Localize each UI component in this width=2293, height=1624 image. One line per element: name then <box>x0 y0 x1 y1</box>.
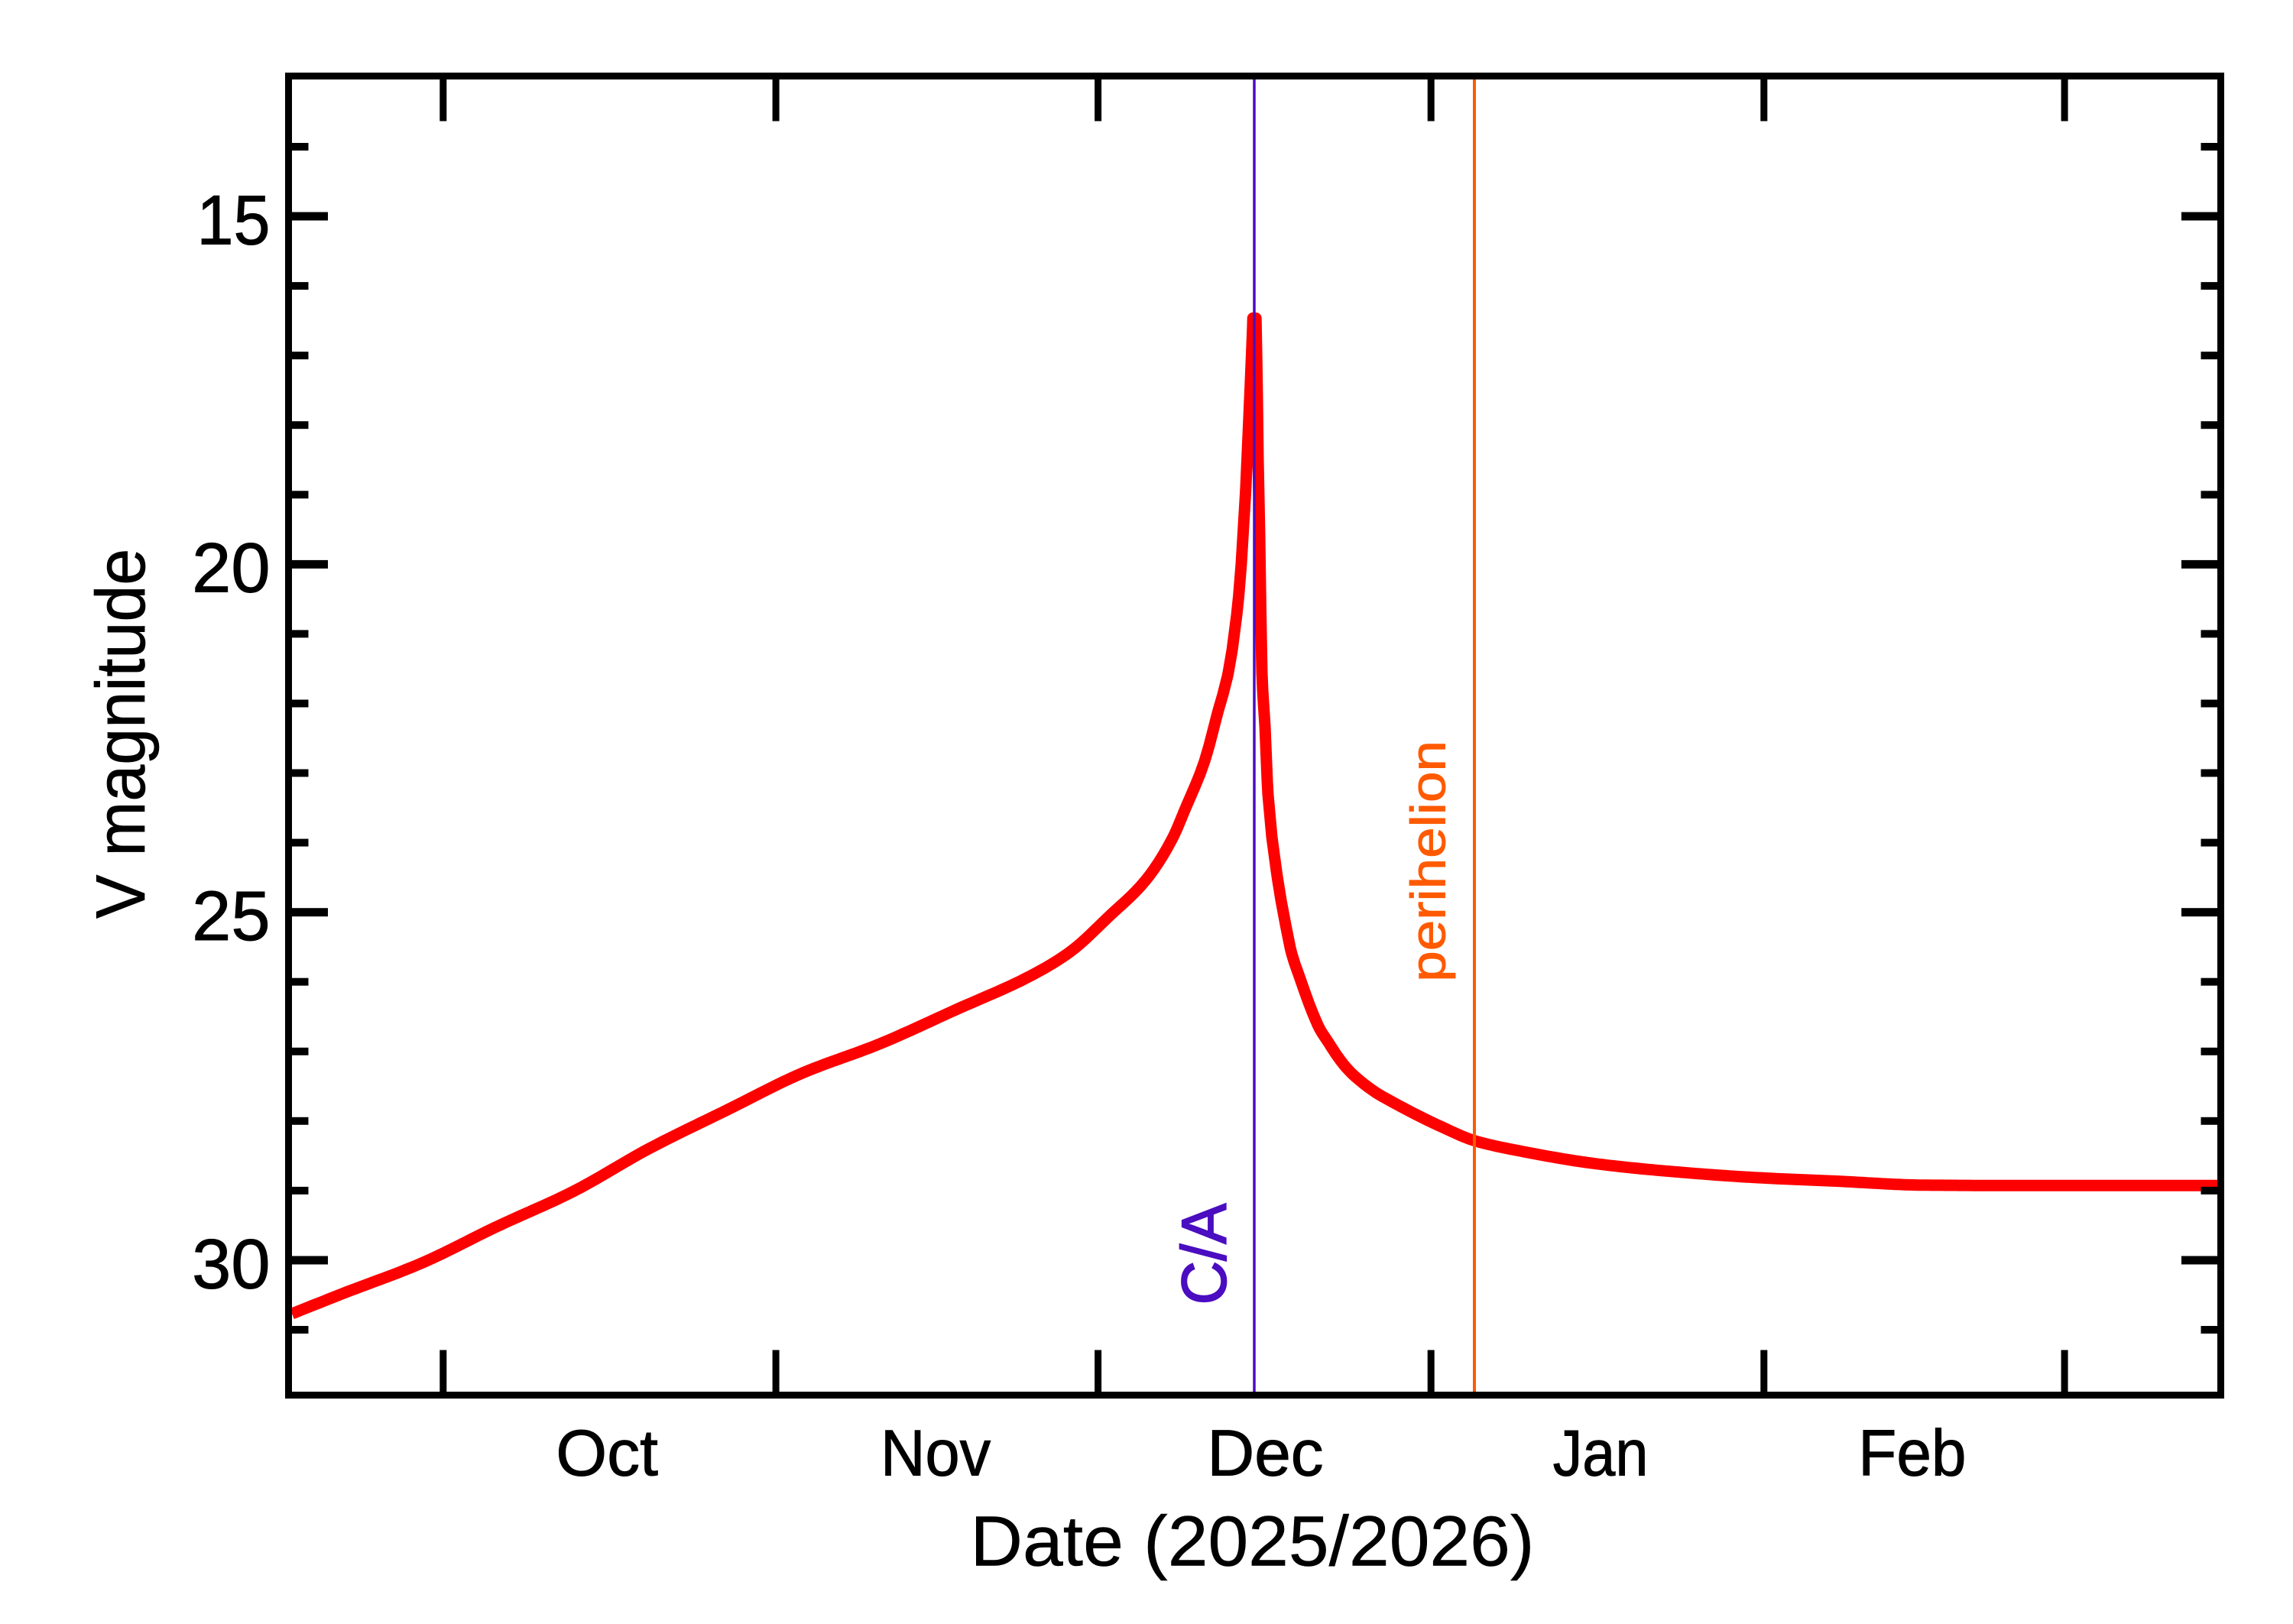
svg-text:perihelion: perihelion <box>1401 741 1456 982</box>
svg-text:Nov: Nov <box>881 1417 991 1489</box>
svg-text:V magnitude: V magnitude <box>82 549 160 919</box>
svg-text:C/A: C/A <box>1169 1203 1240 1305</box>
svg-text:Feb: Feb <box>1858 1416 1966 1489</box>
svg-text:15: 15 <box>197 180 271 259</box>
svg-text:Dec: Dec <box>1207 1418 1323 1490</box>
svg-text:30: 30 <box>192 1225 270 1303</box>
svg-text:Oct: Oct <box>556 1418 658 1490</box>
svg-text:20: 20 <box>192 530 270 608</box>
svg-text:Jan: Jan <box>1553 1417 1649 1489</box>
svg-text:Date (2025/2026): Date (2025/2026) <box>971 1501 1535 1580</box>
svg-text:25: 25 <box>192 877 270 955</box>
